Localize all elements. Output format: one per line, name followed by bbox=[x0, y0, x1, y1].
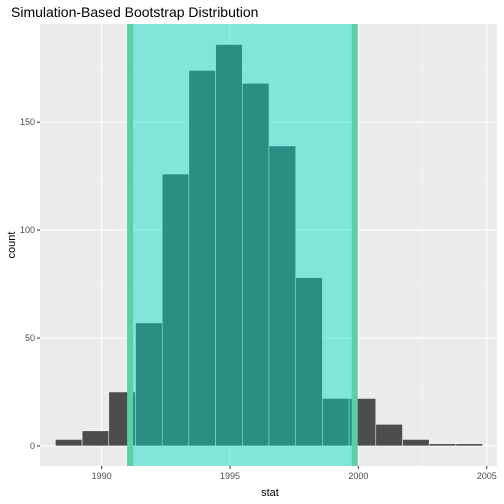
x-tick-label: 1995 bbox=[220, 471, 240, 481]
x-axis-ticks: 1990 1995 2000 2005 bbox=[92, 466, 497, 481]
y-tick-label: 150 bbox=[20, 117, 35, 127]
chart-title: Simulation-Based Bootstrap Distribution bbox=[11, 4, 258, 20]
x-tick-label: 2000 bbox=[348, 471, 368, 481]
y-axis-ticks: 0 50 100 150 bbox=[20, 117, 40, 451]
histogram-bars bbox=[55, 44, 483, 447]
histogram-bar bbox=[375, 424, 403, 447]
histogram-bar bbox=[188, 70, 216, 447]
histogram-bar bbox=[55, 439, 83, 447]
histogram-bar bbox=[242, 83, 270, 447]
x-axis-title: stat bbox=[261, 487, 279, 499]
confidence-interval bbox=[127, 24, 358, 466]
ci-shaded-region bbox=[130, 24, 355, 466]
histogram-bar bbox=[455, 443, 483, 447]
histogram-bar bbox=[81, 430, 110, 447]
x-tick-label: 1990 bbox=[92, 471, 112, 481]
histogram-bar bbox=[322, 398, 350, 447]
y-axis-title: count bbox=[6, 232, 18, 259]
y-tick-label: 50 bbox=[25, 333, 35, 343]
histogram-bar bbox=[402, 439, 430, 447]
y-tick-label: 100 bbox=[20, 225, 35, 235]
histogram-bar bbox=[161, 173, 190, 447]
y-tick-label: 0 bbox=[30, 441, 35, 451]
histogram-bar bbox=[215, 44, 243, 447]
histogram-bar bbox=[268, 145, 296, 447]
histogram-bar bbox=[428, 443, 457, 447]
x-tick-label: 2005 bbox=[477, 471, 497, 481]
histogram-bar bbox=[295, 277, 323, 447]
